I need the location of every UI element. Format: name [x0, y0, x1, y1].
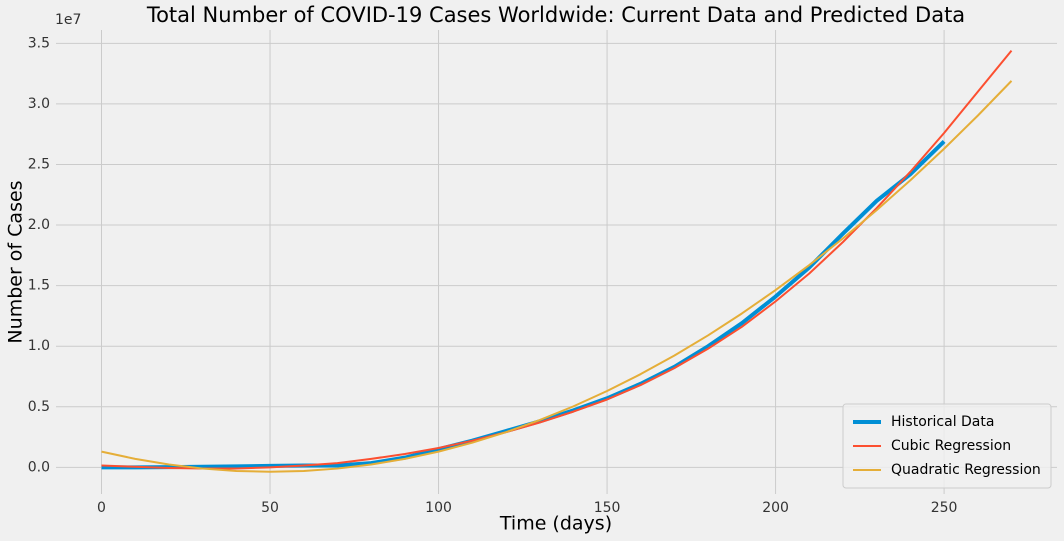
legend: Historical Data Cubic Regression Quadratic… — [842, 403, 1052, 489]
y-tick-label: 2.0 — [28, 217, 50, 233]
y-tick-label: 1.5 — [28, 278, 50, 294]
y-offset-label: 1e7 — [55, 12, 81, 28]
y-tick-label: 3.5 — [28, 35, 50, 51]
series-line — [101, 80, 1013, 473]
x-axis-label: Time (days) — [499, 513, 612, 535]
legend-label: Quadratic Regression — [891, 462, 1041, 478]
x-tick-label: 200 — [762, 500, 789, 516]
y-tick-label: 3.0 — [28, 96, 50, 112]
x-tick-label: 50 — [261, 500, 279, 516]
y-axis-label: Number of Cases — [5, 180, 27, 343]
y-tick-label: 0.0 — [28, 459, 50, 475]
x-tick-label: 0 — [97, 500, 106, 516]
legend-label: Cubic Regression — [891, 438, 1011, 454]
x-tick-label: 250 — [931, 500, 958, 516]
x-tick-label: 150 — [594, 500, 621, 516]
legend-label: Historical Data — [891, 414, 994, 430]
y-tick-label: 0.5 — [28, 399, 50, 415]
legend-box — [842, 403, 1052, 489]
chart-title: Total Number of COVID-19 Cases Worldwide… — [146, 3, 965, 27]
y-tick-label: 2.5 — [28, 156, 50, 172]
x-tick-label: 100 — [425, 500, 452, 516]
y-tick-label: 1.0 — [28, 338, 50, 354]
